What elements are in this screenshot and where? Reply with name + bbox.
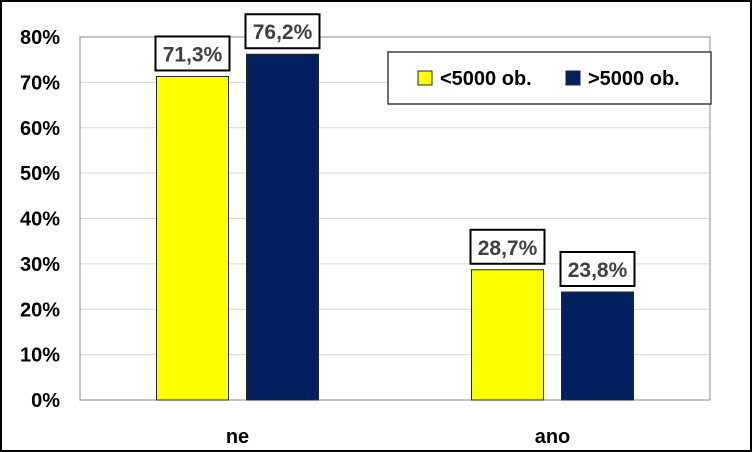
y-tick-label: 50%: [20, 163, 60, 185]
x-tick-label: ano: [535, 426, 571, 448]
y-tick-label: 20%: [20, 299, 60, 321]
y-tick-label: 70%: [20, 72, 60, 94]
legend-swatch: [565, 70, 581, 86]
legend-label: >5000 ob.: [588, 68, 680, 90]
y-tick-label: 10%: [20, 345, 60, 367]
legend-label: <5000 ob.: [440, 68, 532, 90]
y-tick-label: 0%: [31, 390, 60, 412]
legend-swatch: [417, 70, 433, 86]
data-label-box: [244, 13, 321, 50]
plot-area: [79, 36, 711, 401]
bar: [156, 75, 229, 401]
legend: [387, 51, 712, 105]
data-label: 71,3%: [163, 43, 223, 66]
y-tick-label: 60%: [20, 118, 60, 140]
data-label-box: [469, 228, 546, 265]
data-label: 76,2%: [253, 21, 313, 44]
y-tick-label: 30%: [20, 254, 60, 276]
data-label: 28,7%: [478, 237, 538, 260]
data-label-box: [154, 35, 231, 72]
y-tick-label: 40%: [20, 209, 60, 231]
data-label-box: [559, 251, 636, 288]
data-label: 23,8%: [568, 259, 628, 282]
bar: [471, 269, 544, 401]
bar: [246, 53, 319, 401]
bar: [561, 291, 634, 401]
x-tick-label: ne: [226, 426, 249, 448]
y-tick-label: 80%: [20, 27, 60, 49]
